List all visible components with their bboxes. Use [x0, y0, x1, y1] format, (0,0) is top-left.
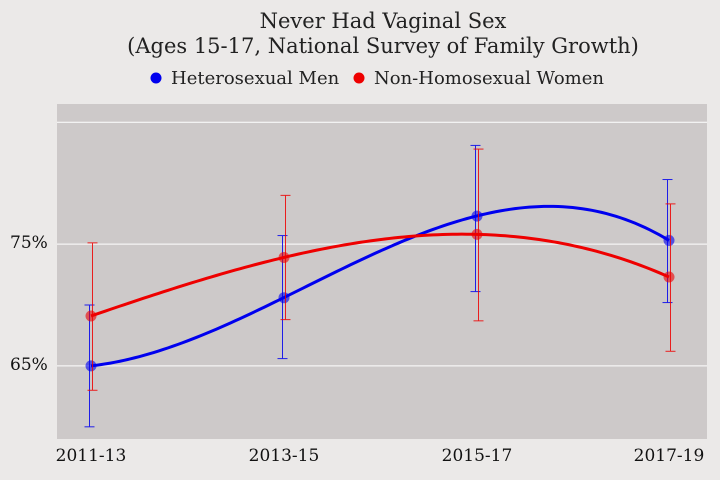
- x-tick-label: 2015-17: [442, 446, 513, 466]
- x-tick-label: 2017-19: [634, 446, 705, 466]
- data-point-heterosexual-men: [471, 210, 483, 222]
- legend-label-heterosexual-men: Heterosexual Men: [171, 68, 340, 89]
- grid-lines: [57, 121, 707, 367]
- data-point-non-homosexual-women: [85, 310, 97, 322]
- data-point-non-homosexual-women: [471, 228, 483, 240]
- y-tick-label: 75%: [10, 233, 48, 253]
- data-point-heterosexual-men: [278, 292, 290, 304]
- y-axis: 65% 75%: [10, 233, 48, 375]
- data-point-heterosexual-men: [85, 360, 97, 372]
- legend: Heterosexual Men Non-Homosexual Women: [150, 68, 604, 89]
- data-point-non-homosexual-women: [663, 271, 675, 283]
- chart-subtitle: (Ages 15-17, National Survey of Family G…: [127, 34, 639, 58]
- y-tick-label: 65%: [10, 355, 48, 375]
- x-tick-label: 2011-13: [56, 446, 127, 466]
- data-point-non-homosexual-women: [278, 251, 290, 263]
- data-point-heterosexual-men: [663, 234, 675, 246]
- series-line-non-homosexual-women: [90, 232, 670, 318]
- legend-marker-heterosexual-men: [150, 72, 162, 84]
- chart-title: Never Had Vaginal Sex: [260, 9, 507, 33]
- plot-area: [57, 104, 707, 439]
- legend-marker-non-homosexual-women: [353, 72, 365, 84]
- legend-label-non-homosexual-women: Non-Homosexual Women: [374, 68, 604, 89]
- series-line-heterosexual-men: [90, 204, 670, 368]
- x-axis: 2011-13 2013-15 2015-17 2017-19: [56, 446, 705, 466]
- series-layer: [84, 144, 676, 428]
- x-tick-label: 2013-15: [249, 446, 320, 466]
